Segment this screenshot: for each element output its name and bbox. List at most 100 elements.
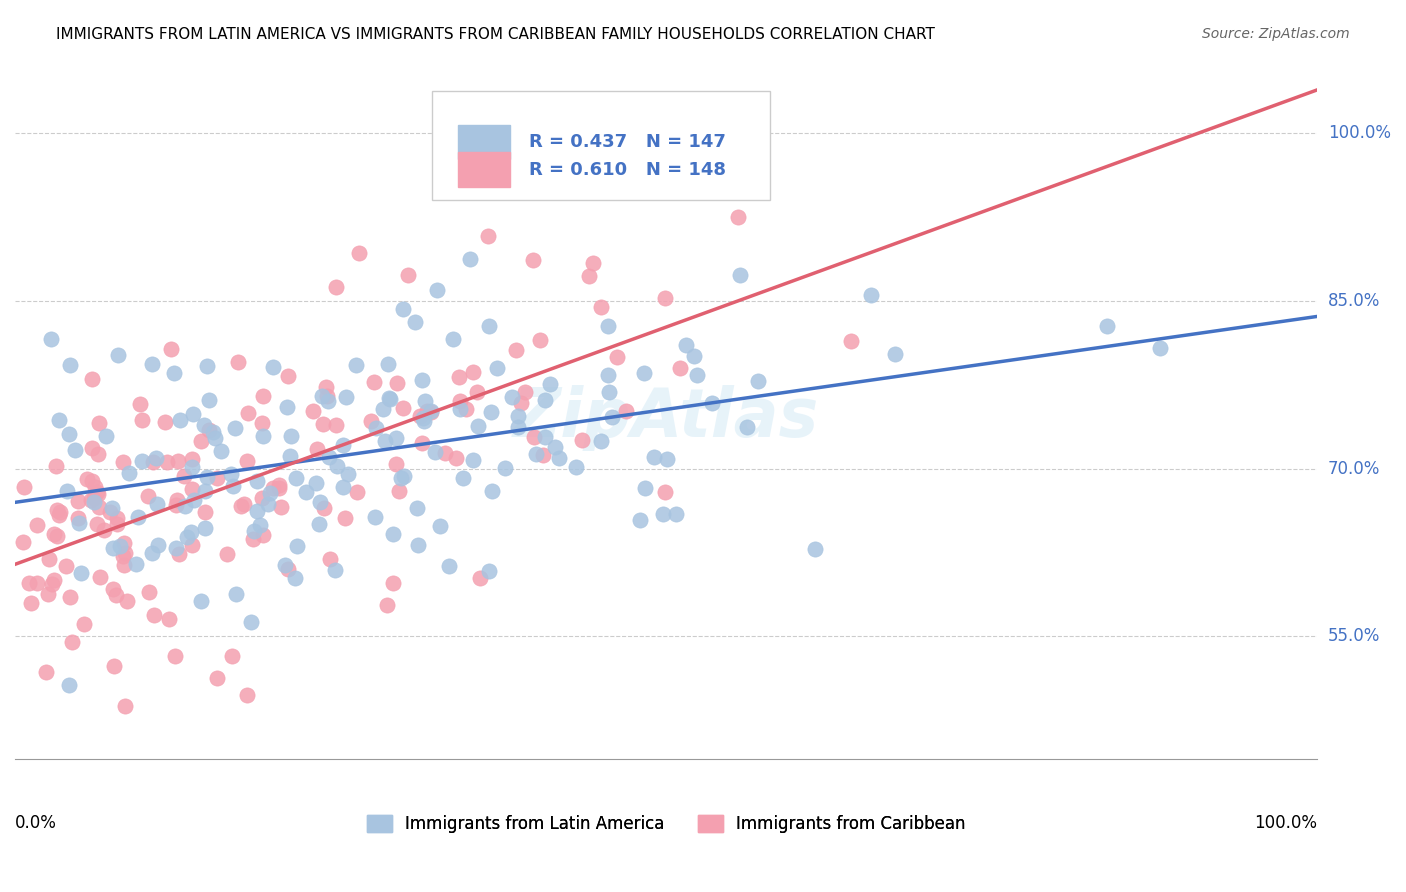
Text: R = 0.437   N = 147: R = 0.437 N = 147 xyxy=(529,133,725,152)
Point xyxy=(41,576,63,591)
Point xyxy=(285,540,308,554)
Point xyxy=(529,333,551,347)
Point xyxy=(302,404,325,418)
Point xyxy=(335,390,357,404)
Point xyxy=(48,413,70,427)
Point xyxy=(360,414,382,428)
Point xyxy=(405,501,427,516)
Point xyxy=(58,678,80,692)
Point xyxy=(276,400,298,414)
Point xyxy=(11,534,34,549)
Point xyxy=(449,394,471,409)
Point xyxy=(478,564,501,578)
Point xyxy=(165,499,187,513)
Point xyxy=(138,584,160,599)
Point xyxy=(406,538,429,552)
Point xyxy=(236,688,259,702)
Text: 85.0%: 85.0% xyxy=(1329,292,1381,310)
Point xyxy=(284,571,307,585)
Point xyxy=(325,280,347,294)
Point xyxy=(1097,319,1119,334)
Point xyxy=(643,450,665,464)
Point xyxy=(222,479,245,493)
Point xyxy=(190,434,212,448)
Point xyxy=(373,402,395,417)
Text: 55.0%: 55.0% xyxy=(1329,627,1381,646)
Point xyxy=(157,612,180,626)
Point xyxy=(735,419,758,434)
Legend: Immigrants from Latin America, Immigrants from Caribbean: Immigrants from Latin America, Immigrant… xyxy=(360,808,972,839)
Text: Source: ZipAtlas.com: Source: ZipAtlas.com xyxy=(1202,27,1350,41)
Point xyxy=(392,302,415,317)
Point xyxy=(477,181,499,195)
Point xyxy=(101,541,124,556)
Point xyxy=(252,389,274,403)
Point xyxy=(20,596,42,610)
Point xyxy=(524,447,547,461)
Point xyxy=(804,541,827,556)
Point xyxy=(295,484,318,499)
Point xyxy=(578,269,600,284)
Point xyxy=(385,376,408,390)
Point xyxy=(101,500,124,515)
Point xyxy=(250,416,273,430)
Point xyxy=(246,504,269,518)
Point xyxy=(305,442,328,457)
Point xyxy=(257,497,280,511)
Point xyxy=(146,497,169,511)
Point xyxy=(228,355,250,369)
Point xyxy=(683,349,706,363)
Point xyxy=(378,391,401,405)
Point xyxy=(18,575,41,590)
Point xyxy=(167,547,190,561)
Point xyxy=(606,351,628,365)
Point xyxy=(385,457,408,471)
Point xyxy=(83,495,105,509)
Point xyxy=(411,373,433,387)
Point xyxy=(277,369,299,384)
Point xyxy=(180,524,202,539)
Point xyxy=(181,538,204,552)
Point xyxy=(42,573,65,587)
Point xyxy=(225,587,247,601)
Point xyxy=(60,635,83,649)
Point xyxy=(163,366,186,380)
Point xyxy=(510,396,533,410)
Point xyxy=(654,485,676,500)
Point xyxy=(129,397,152,411)
Point xyxy=(463,452,485,467)
Point xyxy=(319,552,342,566)
Point xyxy=(375,598,398,612)
Point xyxy=(82,442,104,456)
Point xyxy=(125,558,148,572)
Point xyxy=(1149,342,1171,356)
Point xyxy=(323,563,346,577)
Point xyxy=(45,458,67,473)
Point xyxy=(138,489,160,503)
Point xyxy=(419,405,441,419)
Point xyxy=(243,524,266,538)
Point xyxy=(562,139,585,153)
Point xyxy=(378,392,401,406)
Point xyxy=(141,357,163,371)
Point xyxy=(73,616,96,631)
Point xyxy=(193,483,215,498)
Point xyxy=(145,450,167,465)
Point xyxy=(80,492,103,507)
Point xyxy=(143,608,166,623)
Point xyxy=(146,538,169,552)
Point xyxy=(506,409,529,423)
Point xyxy=(249,517,271,532)
Point xyxy=(434,446,457,460)
Point xyxy=(531,448,554,462)
Point xyxy=(37,587,59,601)
Point xyxy=(315,389,337,403)
Point xyxy=(589,434,612,448)
Point xyxy=(349,246,371,260)
Point xyxy=(269,481,291,495)
Point xyxy=(111,549,134,563)
Point xyxy=(598,368,620,383)
Text: 70.0%: 70.0% xyxy=(1329,459,1381,478)
Point xyxy=(374,434,396,449)
Point xyxy=(280,429,302,443)
